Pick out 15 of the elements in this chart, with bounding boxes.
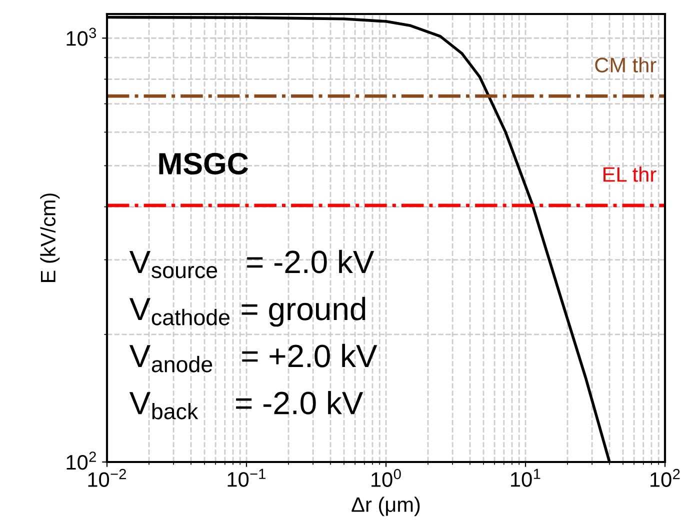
x-axis-title: Δr (μm) bbox=[352, 496, 420, 516]
annotation: MSGC bbox=[159, 152, 248, 175]
x-tick-label: 10$^{1}$ bbox=[511, 468, 540, 487]
x-tick-label: 10$^{2}$ bbox=[650, 468, 680, 487]
x-tick-label: 10$^{−2}$ bbox=[88, 468, 126, 487]
x-tick-label: 10$^{0}$ bbox=[372, 468, 401, 487]
text: V$_{source}$ = -2.0 kV bbox=[129, 250, 374, 278]
y-tick-label: 10$^{3}$ bbox=[66, 28, 96, 46]
y-axis-title: E (kV/cm) bbox=[40, 194, 60, 282]
annotation: V$_{cathode}$ = ground bbox=[129, 296, 366, 327]
ref-line-label: CM thr bbox=[595, 57, 656, 72]
text: V$_{back}$ = -2.0 kV bbox=[129, 390, 364, 420]
text: V$_{anode}$ = +2.0 kV bbox=[129, 344, 378, 372]
ref-line-label: EL thr bbox=[604, 166, 656, 182]
x-tick-label: 10$^{−1}$ bbox=[228, 468, 266, 487]
